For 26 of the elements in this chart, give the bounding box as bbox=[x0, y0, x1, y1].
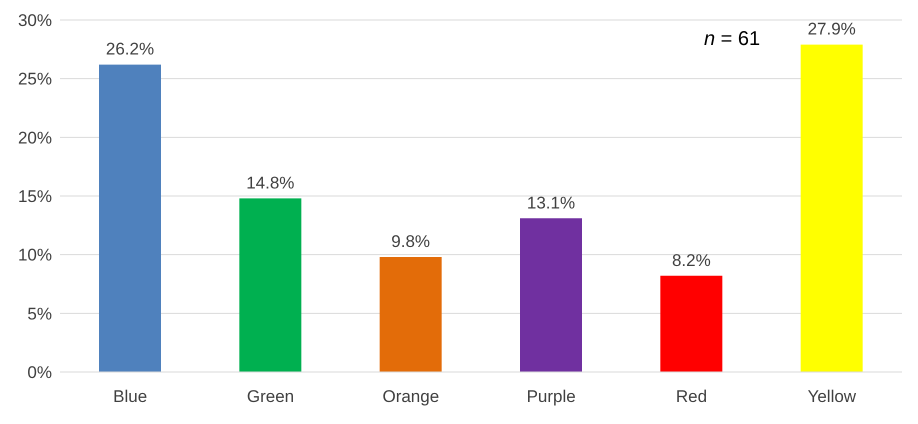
data-label: 8.2% bbox=[672, 250, 711, 270]
annotation: n = 61 bbox=[704, 28, 760, 51]
data-label: 14.8% bbox=[246, 173, 294, 192]
bar bbox=[660, 276, 722, 372]
x-tick-label: Red bbox=[676, 387, 708, 406]
x-tick-label: Blue bbox=[113, 387, 148, 406]
bar bbox=[239, 198, 302, 372]
x-tick-label: Purple bbox=[526, 387, 576, 406]
bar bbox=[520, 218, 582, 372]
data-label: 26.2% bbox=[106, 40, 154, 59]
y-tick-label: 10% bbox=[18, 246, 52, 265]
y-tick-label: 20% bbox=[18, 128, 52, 148]
bar bbox=[99, 64, 161, 372]
data-label: 13.1% bbox=[526, 193, 576, 212]
x-tick-label: Yellow bbox=[808, 387, 857, 406]
y-tick-label: 15% bbox=[18, 187, 52, 206]
y-tick-label: 25% bbox=[18, 70, 52, 89]
y-tick-label: 5% bbox=[27, 304, 52, 324]
y-tick-label: 0% bbox=[27, 363, 52, 382]
data-label: 27.9% bbox=[808, 20, 856, 39]
data-label: 9.8% bbox=[391, 232, 430, 252]
x-tick-label: Green bbox=[246, 387, 294, 406]
bar bbox=[380, 257, 442, 372]
x-tick-label: Orange bbox=[382, 387, 440, 406]
y-tick-label: 30% bbox=[18, 11, 52, 30]
bar bbox=[800, 44, 863, 372]
